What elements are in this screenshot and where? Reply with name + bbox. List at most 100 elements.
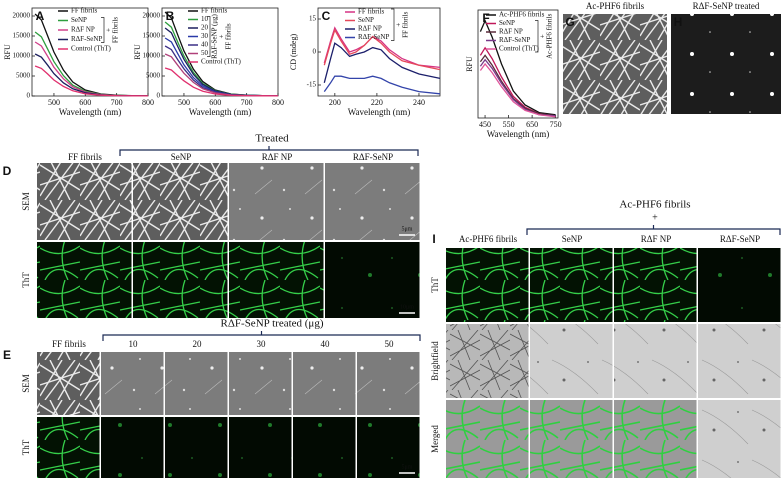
series-line <box>34 53 149 97</box>
row-label: Merged <box>430 425 440 453</box>
legend-bracket <box>535 20 539 53</box>
y-tick-label: 15 <box>309 15 317 23</box>
x-tick-label: 800 <box>272 98 284 107</box>
legend-group-label: + <box>105 28 113 32</box>
legend-group-label: RΔF-SeNP (μg) <box>211 13 219 58</box>
x-tick-label: 650 <box>526 120 538 129</box>
micrograph <box>165 352 228 415</box>
bracket <box>526 225 781 235</box>
legend-bracket <box>391 8 395 41</box>
legend-label: SeNP <box>499 19 515 27</box>
micrograph <box>614 324 697 398</box>
micrograph <box>325 163 420 240</box>
legend-label: FF fibrils <box>358 8 385 16</box>
series-line <box>479 54 556 117</box>
column-label: FF fibrils <box>52 339 86 349</box>
y-tick-label: 0 <box>157 92 161 100</box>
row-label: SEM <box>21 374 31 393</box>
row-label: SEM <box>21 192 31 211</box>
legend-label: 30 <box>201 32 209 40</box>
micrograph <box>446 400 529 478</box>
y-tick-label: 15000 <box>143 32 161 40</box>
plot-frame <box>477 9 559 119</box>
legend-group-label: + <box>218 34 226 38</box>
legend-bracket <box>101 17 105 43</box>
y-axis-label: RFU <box>133 44 142 60</box>
x-axis-label: Wavelength (nm) <box>189 107 252 117</box>
bracket <box>119 146 419 156</box>
series-line <box>323 28 441 71</box>
legend-label: 40 <box>201 41 209 49</box>
legend-label: Control (ThT) <box>71 45 112 53</box>
plot-frame <box>161 7 279 97</box>
row-label: ThT <box>21 439 31 455</box>
bracket <box>102 331 421 341</box>
y-tick-label: -15 <box>307 81 317 89</box>
micrograph <box>325 242 420 318</box>
column-label: SeNP <box>171 152 192 162</box>
series-line <box>34 65 149 97</box>
legend-group-label: FF fibrils <box>225 23 233 50</box>
y-tick-label: 20000 <box>13 12 31 20</box>
legend-group-label: + <box>395 23 403 27</box>
micrograph <box>698 248 781 322</box>
plot-frame <box>317 7 441 97</box>
legend-label: RΔF NP <box>499 28 523 36</box>
micrograph <box>229 417 292 478</box>
legend-label: Control (ThT) <box>201 58 242 66</box>
column-label: 10 <box>129 339 139 349</box>
panel-title: Ac-PHF6 fibrils <box>586 1 645 11</box>
row-label: Brightfield <box>430 341 440 381</box>
panel-label: E <box>3 348 11 362</box>
y-axis-label: RFU <box>3 44 12 60</box>
y-tick-label: 0 <box>27 92 31 100</box>
column-label: 50 <box>385 339 395 349</box>
scale-bar-label: 10μm <box>400 304 414 310</box>
legend-label: RΔF-SeNP <box>499 36 530 44</box>
column-label: RΔF-SeNP <box>353 152 393 162</box>
panel-header-sign: + <box>652 212 658 223</box>
x-axis-label: Wavelength (nm) <box>487 129 550 139</box>
micrograph <box>530 400 613 478</box>
micrograph <box>563 14 667 114</box>
legend-label: SeNP <box>71 16 87 24</box>
micrograph <box>530 324 613 398</box>
micrograph <box>698 400 781 478</box>
x-tick-label: 450 <box>479 120 491 129</box>
x-tick-label: 500 <box>48 98 60 107</box>
column-label: RΔF NP <box>641 234 672 244</box>
y-tick-label: 15000 <box>13 32 31 40</box>
x-tick-label: 550 <box>503 120 515 129</box>
panel-label: F <box>482 11 489 25</box>
panel-label: I <box>432 232 435 246</box>
row-label: ThT <box>21 272 31 288</box>
y-tick-label: 5000 <box>16 72 31 80</box>
column-label: 20 <box>193 339 203 349</box>
column-label: RΔF NP <box>262 152 293 162</box>
legend-label: 20 <box>201 24 209 32</box>
y-axis-label: CD (mdeg) <box>289 34 298 71</box>
panel-header: Ac-PHF6 fibrils <box>619 199 690 211</box>
x-tick-label: 700 <box>241 98 253 107</box>
legend-label: RΔF-SeNP <box>358 33 389 41</box>
micrograph <box>133 163 228 240</box>
x-tick-label: 240 <box>413 98 425 107</box>
x-axis-label: Wavelength (nm) <box>59 107 122 117</box>
micrograph <box>229 242 324 318</box>
panel-label: D <box>3 164 12 178</box>
legend-group-label: Ac-PHF6 fibrils <box>546 13 554 59</box>
legend-group-label: + <box>539 34 547 38</box>
legend-label: 10 <box>201 15 209 23</box>
x-axis-label: Wavelength (nm) <box>348 107 411 117</box>
plot-frame <box>31 7 149 97</box>
legend-label: FF fibrils <box>201 7 228 15</box>
row-label: ThT <box>430 277 440 293</box>
panel-header: RΔF-SeNP treated (μg) <box>221 318 324 330</box>
x-tick-label: 600 <box>209 98 221 107</box>
micrograph <box>37 352 100 415</box>
series-line <box>323 42 441 83</box>
scale-bar-label: 5μm <box>402 226 413 232</box>
micrograph <box>446 324 529 398</box>
y-tick-label: 0 <box>313 48 317 56</box>
